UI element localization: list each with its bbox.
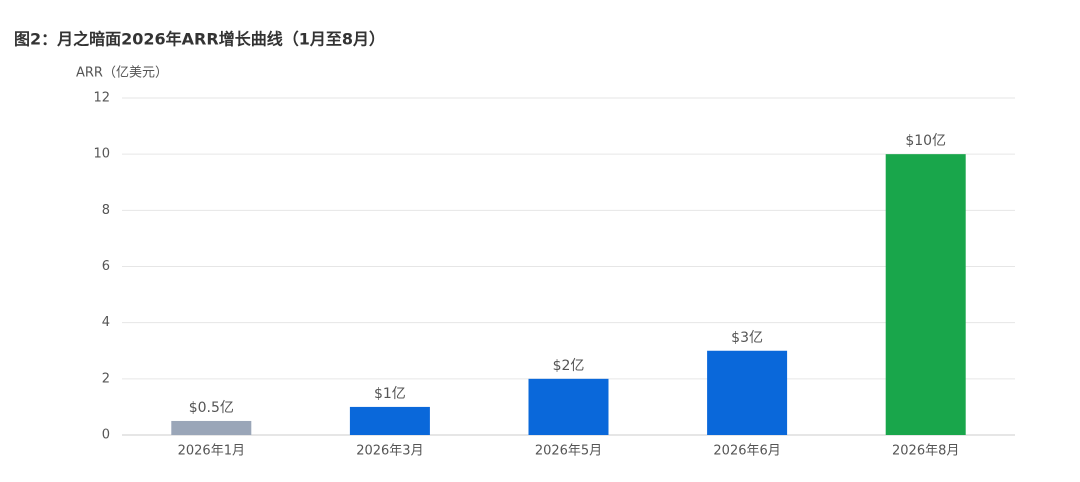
y-tick-label: 12 xyxy=(93,91,110,106)
x-tick-label: 2026年5月 xyxy=(535,444,602,459)
x-tick-label: 2026年1月 xyxy=(178,444,245,459)
bar xyxy=(349,406,430,435)
value-label: $1亿 xyxy=(374,386,406,402)
bar xyxy=(528,378,609,435)
bar xyxy=(171,420,252,435)
y-tick-label: 8 xyxy=(102,203,110,218)
value-label: $0.5亿 xyxy=(189,400,234,416)
bar xyxy=(885,154,966,435)
x-tick-label: 2026年6月 xyxy=(713,444,780,459)
value-label: $3亿 xyxy=(731,330,763,346)
y-tick-label: 0 xyxy=(102,428,110,443)
y-tick-label: 2 xyxy=(102,371,110,386)
y-tick-label: 10 xyxy=(93,147,110,162)
bar xyxy=(707,350,788,435)
y-tick-label: 6 xyxy=(102,259,110,274)
y-axis-label: ARR（亿美元） xyxy=(76,66,168,81)
x-tick-label: 2026年3月 xyxy=(356,444,423,459)
value-label: $10亿 xyxy=(905,133,946,149)
y-tick-label: 4 xyxy=(102,315,110,330)
chart-title: 图2：月之暗面2026年ARR增长曲线（1月至8月） xyxy=(14,30,385,49)
value-label: $2亿 xyxy=(553,358,585,374)
x-tick-label: 2026年8月 xyxy=(892,444,959,459)
